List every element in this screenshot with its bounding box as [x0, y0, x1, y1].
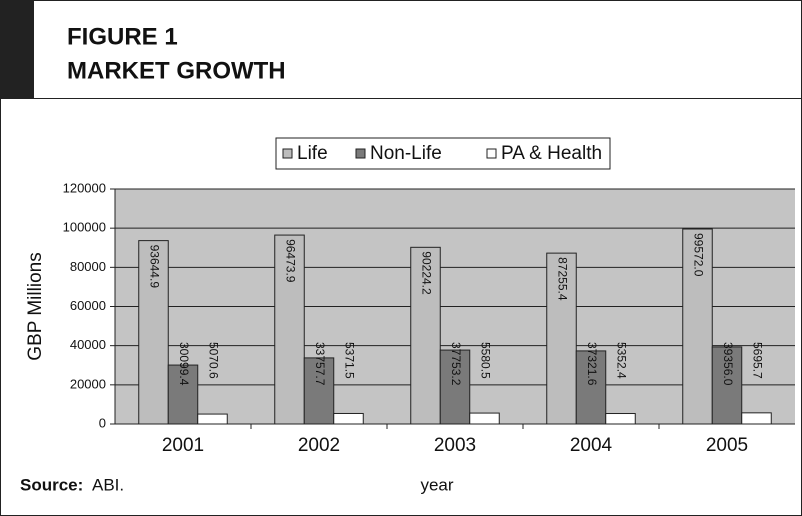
value-label: 5070.6	[206, 342, 220, 379]
x-tick-label: 2005	[706, 435, 748, 456]
bar	[197, 413, 228, 425]
legend-swatch	[486, 148, 497, 159]
y-tick-label: 60000	[70, 298, 106, 313]
value-label: 37753.2	[449, 342, 463, 386]
value-label: 39356.0	[721, 342, 735, 386]
legend-swatch	[282, 148, 293, 159]
bar	[333, 412, 364, 425]
value-label: 37321.6	[585, 342, 599, 386]
value-label: 5580.5	[478, 342, 492, 379]
header-bar	[0, 0, 34, 98]
value-label: 99572.0	[691, 233, 705, 277]
bar	[167, 364, 199, 425]
bar	[469, 412, 500, 425]
legend-swatch	[355, 148, 366, 159]
value-label: 96473.9	[283, 239, 297, 283]
bar	[274, 234, 305, 425]
value-label: 87255.4	[555, 257, 569, 301]
y-tick-label: 80000	[70, 259, 106, 274]
y-axis-label: GBP Millions	[25, 252, 46, 360]
legend-label: Non-Life	[370, 143, 442, 164]
bar	[711, 346, 743, 425]
y-tick-label: 100000	[63, 220, 106, 235]
source-text: ABI.	[92, 475, 124, 494]
bar	[439, 349, 471, 425]
legend-label: PA & Health	[501, 143, 602, 164]
value-label: 33757.7	[313, 342, 327, 386]
source-label: Source:	[20, 475, 83, 494]
y-tick-label: 120000	[63, 180, 106, 195]
figure-title: MARKET GROWTH	[67, 57, 286, 84]
value-label: 5352.4	[614, 342, 628, 379]
y-tick-label: 40000	[70, 337, 106, 352]
legend-box	[275, 137, 611, 170]
legend-label: Life	[297, 143, 328, 164]
bar	[303, 357, 335, 425]
value-label: 90224.2	[419, 251, 433, 295]
bar	[546, 252, 577, 425]
x-tick-label: 2003	[434, 435, 476, 456]
x-tick-label: 2002	[298, 435, 340, 456]
x-tick-label: 2001	[162, 435, 204, 456]
y-tick-label: 0	[99, 415, 106, 430]
value-label: 93644.9	[147, 245, 161, 289]
value-label: 5371.5	[342, 342, 356, 379]
value-label: 5695.7	[750, 342, 764, 379]
value-label: 30099.4	[177, 342, 191, 386]
bar	[682, 228, 713, 425]
bar	[741, 412, 772, 425]
x-axis-label: year	[420, 475, 453, 494]
y-tick-label: 20000	[70, 376, 106, 391]
x-tick-label: 2004	[570, 435, 613, 456]
bar	[138, 240, 169, 425]
bar	[575, 350, 607, 425]
bar	[605, 413, 636, 425]
figure-number: FIGURE 1	[67, 23, 178, 50]
